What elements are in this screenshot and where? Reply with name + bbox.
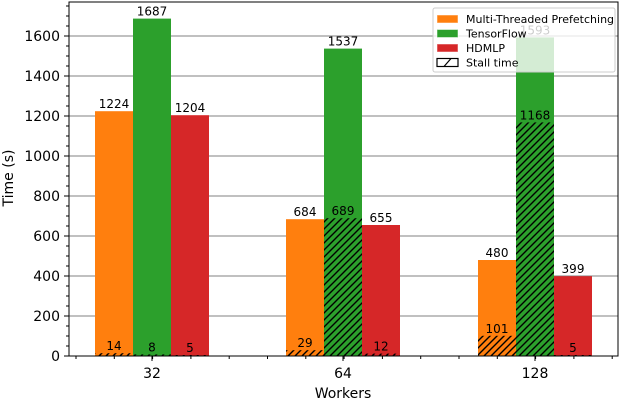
stall-hatch [133, 354, 171, 356]
y-axis-label: Time (s) [1, 150, 17, 208]
stall-hatch [516, 122, 554, 357]
bar [171, 115, 209, 356]
stall-value-label: 12 [373, 340, 388, 354]
legend-label: Multi-Threaded Prefetching [466, 13, 614, 26]
stall-hatch [478, 335, 516, 356]
stall-value-label: 29 [297, 336, 312, 350]
bar [286, 219, 324, 356]
stall-hatch [286, 350, 324, 356]
y-tick-label: 200 [33, 309, 60, 325]
stall-value-label: 14 [106, 339, 121, 353]
y-tick-label: 1600 [24, 29, 60, 45]
y-axis: 0 200 400 600 800 1000 1200 1400 1600 [24, 5, 69, 365]
hatch-icon [443, 58, 452, 67]
legend-label: TensorFlow [465, 28, 527, 41]
bars [95, 18, 592, 357]
bar-value-label: 655 [370, 211, 393, 225]
x-axis-label: Workers [315, 386, 372, 400]
legend-patch [436, 29, 459, 38]
legend-label: HDMLP [466, 42, 505, 55]
x-tick-label: 64 [334, 366, 352, 382]
y-tick-label: 1200 [24, 109, 60, 125]
stall-hatch [95, 353, 133, 356]
legend: Multi-Threaded Prefetching TensorFlowHDML… [432, 7, 616, 73]
y-tick-label: 800 [33, 189, 60, 205]
stall-value-label: 8 [148, 340, 156, 354]
stall-hatch [362, 353, 400, 356]
stall-value-label: 5 [569, 341, 577, 355]
bar [95, 111, 133, 356]
bar-value-label: 1204 [175, 101, 206, 115]
y-tick-label: 1000 [24, 149, 60, 165]
stall-hatch [324, 218, 362, 356]
legend-label: Stall time [466, 57, 519, 70]
y-tick-label: 0 [51, 349, 60, 365]
y-tick-label: 600 [33, 229, 60, 245]
bar [362, 225, 400, 356]
y-tick-label: 1400 [24, 69, 60, 85]
bar-value-label: 480 [486, 246, 509, 260]
bar-value-label: 399 [562, 262, 585, 276]
x-tick-label: 128 [522, 366, 549, 382]
legend-patch [436, 43, 459, 53]
bar-value-label: 1537 [328, 35, 359, 49]
x-tick-label: 32 [143, 366, 161, 382]
x-axis: 32 64 128 [75, 356, 613, 382]
bar-value-label: 684 [294, 205, 317, 219]
bar-value-label: 1224 [99, 97, 130, 111]
bar [554, 276, 592, 356]
bar-value-label: 1687 [137, 5, 168, 19]
y-tick-label: 400 [33, 269, 60, 285]
stall-value-label: 689 [332, 204, 355, 218]
bar [133, 18, 171, 356]
legend-patch [436, 14, 459, 24]
stall-value-label: 101 [486, 322, 509, 336]
stall-value-label: 5 [186, 341, 194, 355]
stall-value-label: 1168 [520, 108, 551, 122]
legend-box [432, 7, 616, 73]
